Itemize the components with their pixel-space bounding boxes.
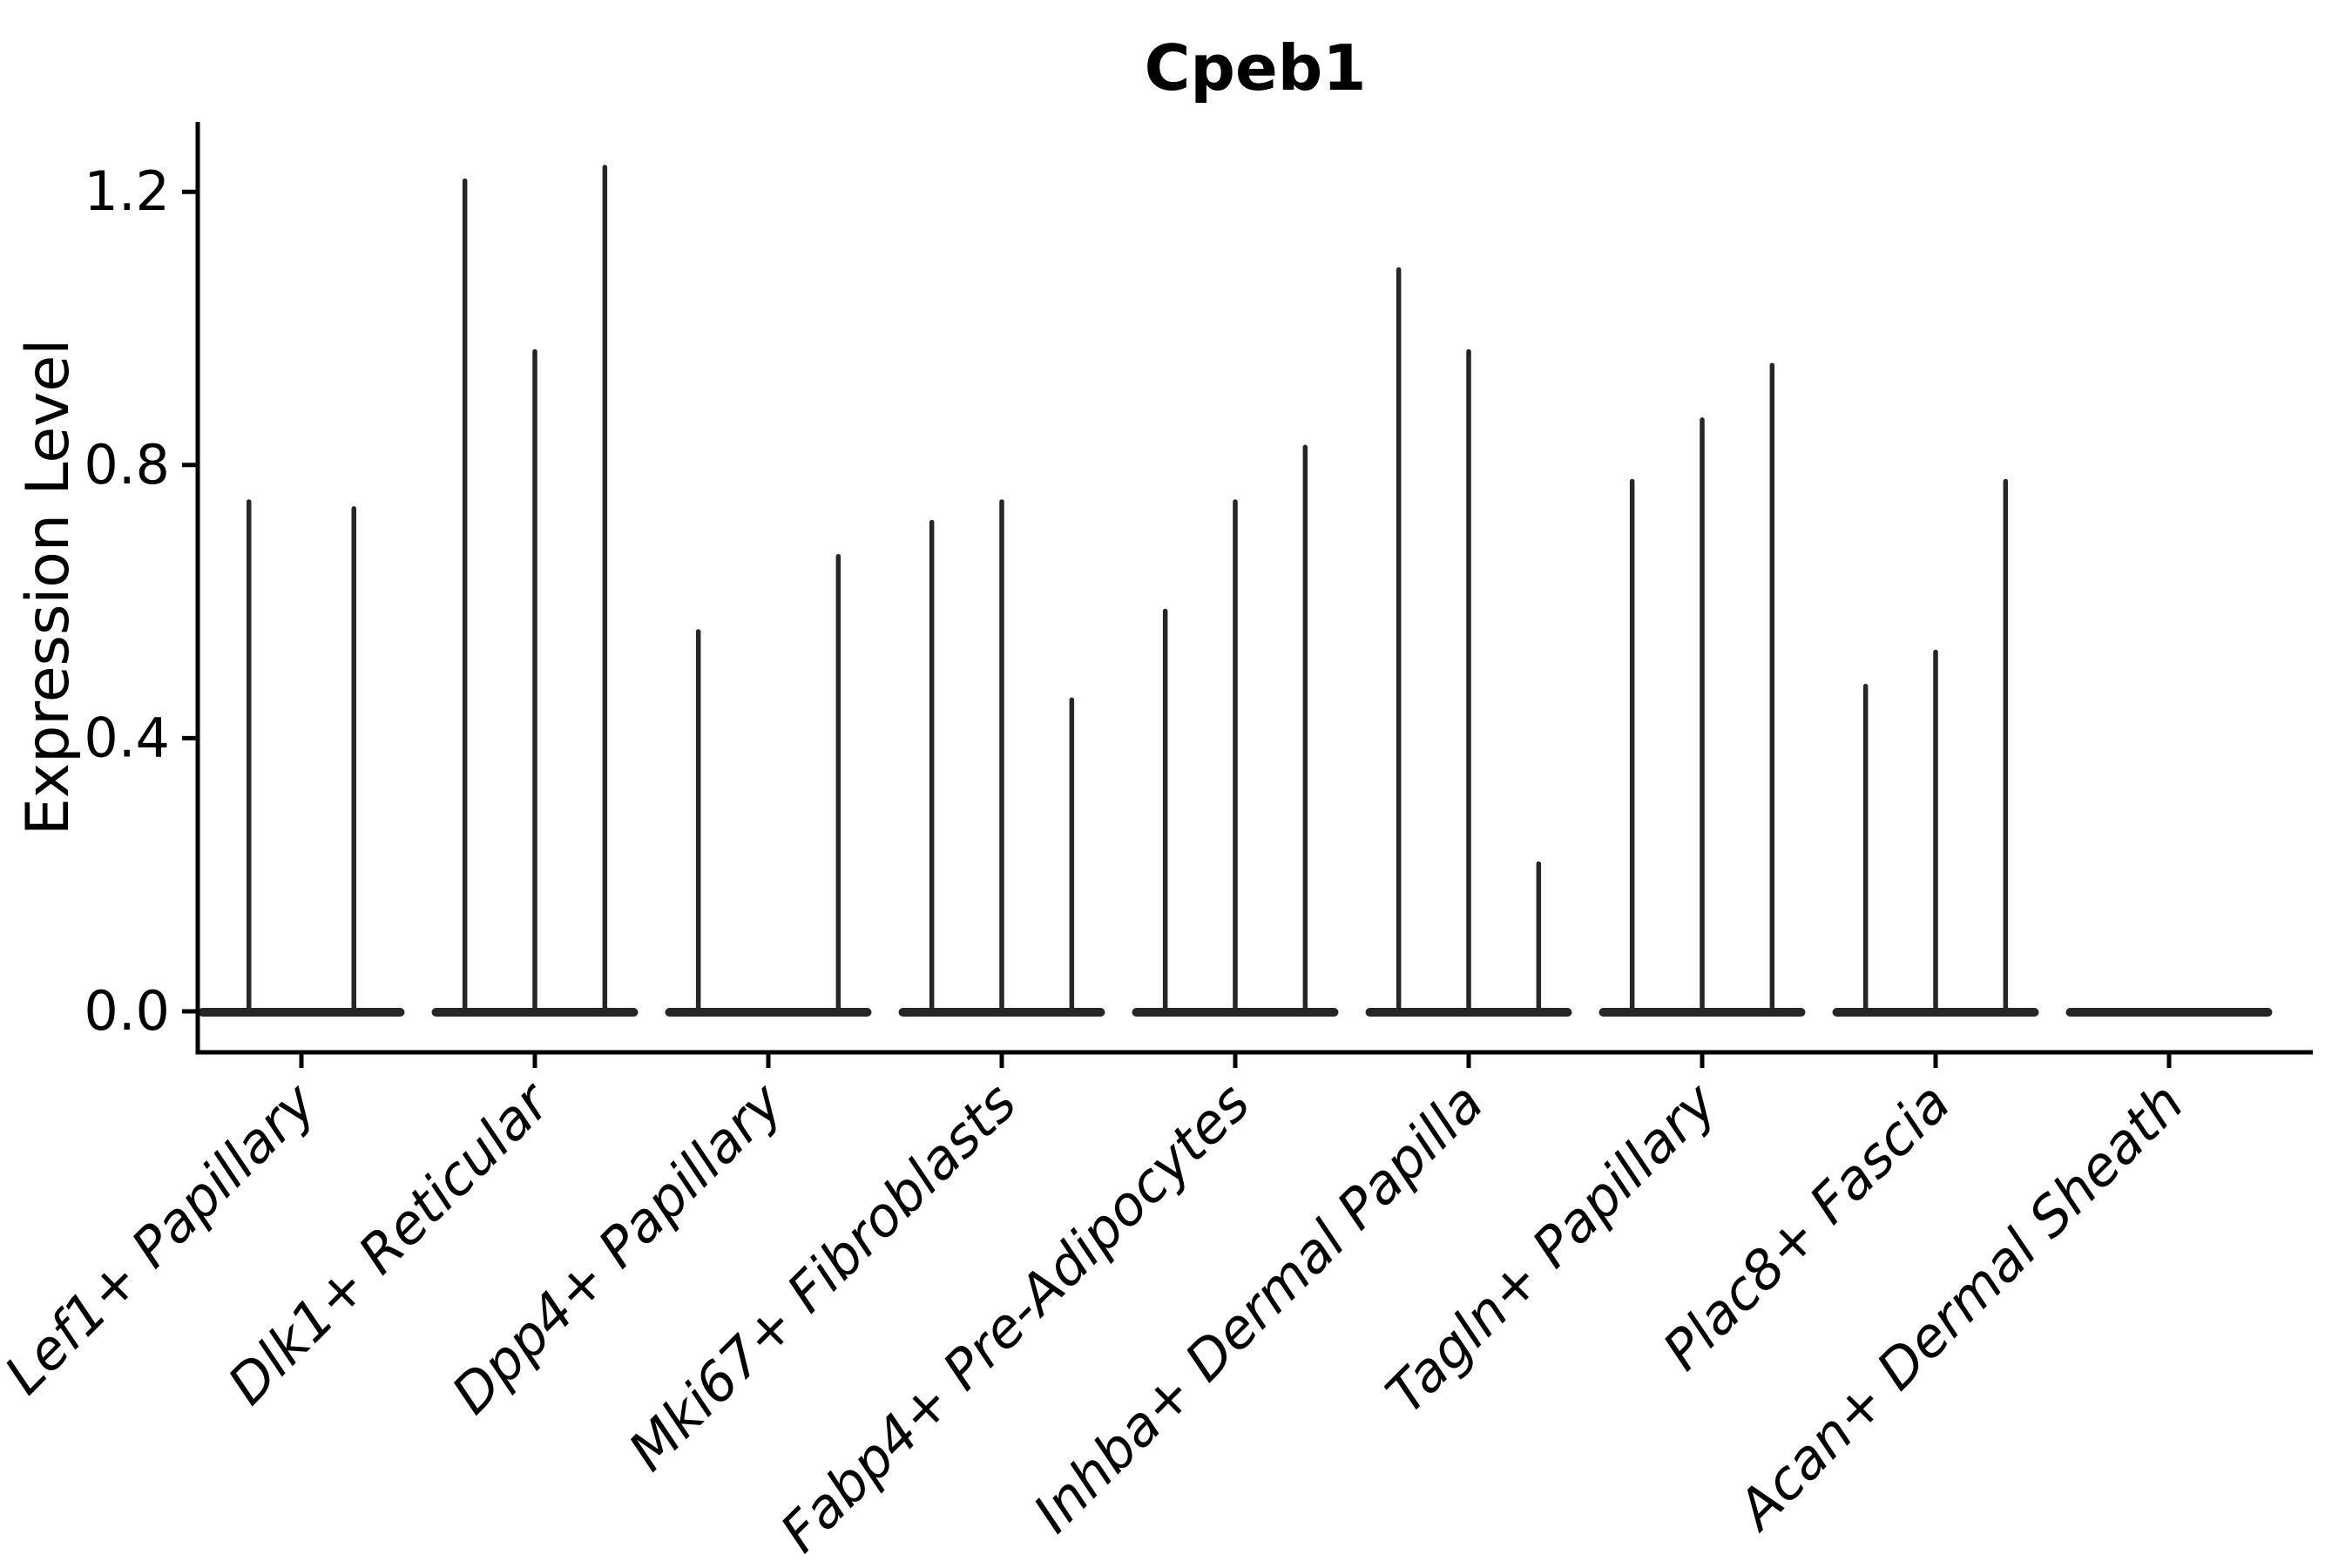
x-tick-label: Inhba+ Dermal Papilla [1021,1071,1495,1544]
y-tick-label: 0.4 [84,706,170,769]
violin-group [1832,478,2039,1017]
x-tick-label: Acan+ Dermal Sheath [1723,1071,2196,1544]
y-axis-label: Expression Level [14,339,83,835]
violin-group [665,553,872,1017]
violin-group [198,499,405,1017]
y-tick-label: 0.8 [84,433,170,497]
x-tick-label: Fabp4+ Pre-Adipocytes [768,1071,1262,1565]
violin-group [1598,362,1806,1017]
y-tick-label: 1.2 [84,159,170,223]
chart-title: Cpeb1 [1145,31,1367,105]
violin-group [1365,267,1572,1017]
y-tick-label: 0.0 [84,979,170,1043]
x-tick-label: Mki67+ Fibroblasts [616,1071,1028,1483]
violins-layer [198,165,2273,1017]
violin-group [898,499,1105,1017]
violin-group [431,165,639,1017]
violin-group [1132,444,1339,1017]
